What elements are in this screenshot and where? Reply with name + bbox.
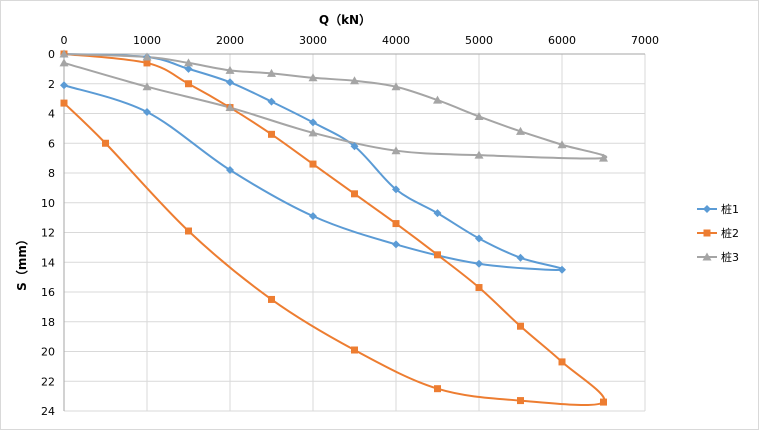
data-point-series-1 [392, 185, 400, 194]
data-point-series-1 [267, 97, 276, 106]
data-point-series-2 [185, 227, 192, 235]
data-point-series-1 [558, 265, 566, 274]
data-point-series-3 [433, 95, 442, 104]
data-point-series-3 [391, 146, 401, 155]
data-point-series-2 [60, 99, 68, 107]
data-point-series-2 [600, 398, 607, 406]
data-point-series-3 [391, 82, 401, 91]
data-point-series-1 [475, 234, 483, 243]
data-point-series-2 [351, 190, 358, 198]
data-point-series-3 [516, 126, 525, 135]
data-point-series-2 [268, 130, 275, 138]
data-point-series-1 [184, 64, 193, 73]
y-tick-label: 2 [48, 78, 55, 91]
legend-marker-2 [703, 229, 711, 237]
data-point-series-2 [102, 139, 109, 147]
data-point-series-3 [225, 103, 235, 112]
data-point-series-2 [309, 160, 317, 168]
x-tick-label: 2000 [216, 34, 244, 47]
legend: 桩1 桩2 桩3 [697, 202, 739, 264]
series-line-2 [63, 53, 606, 407]
data-point-series-1 [226, 166, 234, 175]
data-point-series-2 [268, 295, 275, 303]
data-point-series-1 [392, 240, 400, 249]
x-tick-label: 1000 [133, 34, 161, 47]
data-point-series-1 [433, 209, 442, 218]
x-tick-label: 6000 [548, 34, 576, 47]
data-point-series-1 [350, 142, 359, 151]
data-point-series-3 [184, 58, 193, 67]
data-point-series-2 [517, 322, 524, 330]
y-tick-label: 14 [41, 256, 55, 269]
data-point-series-3 [142, 82, 152, 91]
y-tick-label: 22 [41, 375, 55, 388]
data-point-series-1 [226, 78, 234, 87]
data-point-series-2 [185, 80, 192, 88]
data-point-series-2 [517, 397, 524, 405]
data-point-series-1 [309, 212, 317, 221]
data-point-series-1 [475, 259, 483, 268]
x-tick-label: 0 [61, 34, 68, 47]
data-point-series-2 [434, 251, 441, 259]
y-tick-label: 24 [41, 405, 55, 418]
data-point-series-1 [516, 253, 525, 262]
data-point-series-3 [308, 128, 318, 137]
y-tick-label: 20 [41, 346, 55, 359]
data-point-series-3 [142, 52, 152, 61]
data-point-series-3 [474, 111, 484, 120]
y-tick-label: 10 [41, 197, 55, 210]
data-point-series-3 [350, 76, 359, 85]
data-point-series-3 [308, 73, 318, 82]
y-axis-title: S（mm） [14, 233, 29, 291]
data-point-series-1 [309, 118, 317, 127]
y-tick-label: 18 [41, 316, 55, 329]
data-point-series-3 [557, 140, 567, 149]
data-point-series-2 [434, 385, 441, 393]
data-point-series-3 [267, 68, 276, 77]
data-point-series-2 [558, 358, 566, 366]
data-point-series-2 [392, 220, 400, 228]
data-point-series-2 [351, 346, 358, 354]
x-tick-label: 5000 [465, 34, 493, 47]
legend-marker-1 [703, 205, 711, 213]
y-tick-label: 6 [48, 137, 55, 150]
series-markers [59, 49, 608, 406]
legend-marker-3 [702, 252, 712, 261]
data-point-series-2 [143, 59, 151, 67]
x-axis-title: Q（kN） [319, 12, 371, 27]
data-point-series-3 [59, 49, 69, 58]
data-point-series-1 [143, 108, 151, 117]
y-tick-label: 4 [48, 108, 55, 121]
x-tick-label: 4000 [382, 34, 410, 47]
data-point-series-3 [225, 65, 235, 74]
y-tick-label: 0 [48, 48, 55, 61]
y-tick-label: 12 [41, 227, 55, 240]
legend-label-2: 桩2 [721, 226, 739, 240]
data-point-series-2 [475, 284, 483, 292]
data-point-series-3 [599, 153, 608, 162]
data-point-series-3 [474, 150, 484, 159]
data-point-series-1 [60, 81, 68, 90]
y-tick-label: 16 [41, 286, 55, 299]
x-tick-label: 3000 [299, 34, 327, 47]
y-tick-label: 8 [48, 167, 55, 180]
legend-label-3: 桩3 [721, 250, 739, 264]
legend-label-1: 桩1 [721, 202, 739, 216]
x-tick-label: 7000 [631, 34, 659, 47]
data-point-series-3 [59, 58, 69, 67]
series-lines [63, 53, 608, 407]
